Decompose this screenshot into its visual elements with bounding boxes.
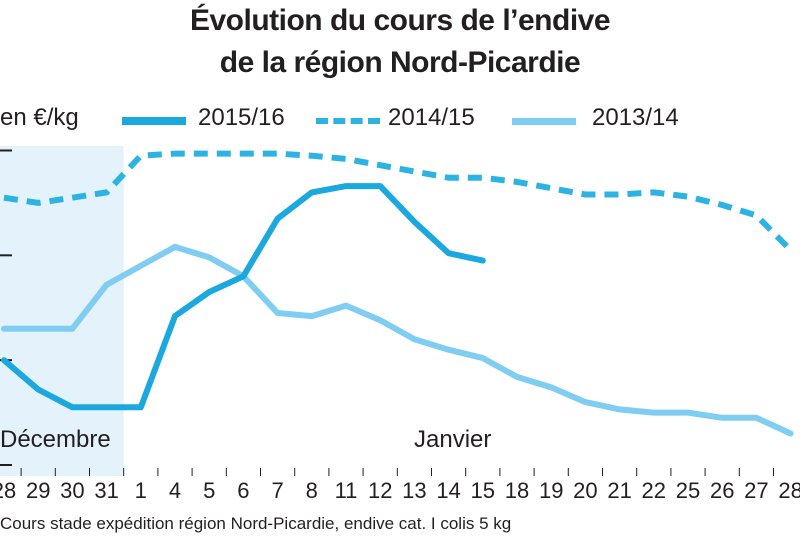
x-tick-label: 21 bbox=[607, 478, 631, 503]
x-tick-label: 7 bbox=[271, 478, 283, 503]
legend-swatch-2013-14 bbox=[512, 118, 576, 125]
x-tick-label: 31 bbox=[94, 478, 118, 503]
legend-label-2014-15: 2014/15 bbox=[388, 104, 475, 131]
x-tick-label: 6 bbox=[237, 478, 249, 503]
x-tick-label: 29 bbox=[26, 478, 50, 503]
x-tick-label: 4 bbox=[169, 478, 181, 503]
x-tick-label: 14 bbox=[436, 478, 460, 503]
month-label-january: Janvier bbox=[414, 426, 492, 453]
x-tick-label: 28 bbox=[778, 478, 800, 503]
x-tick-label: 15 bbox=[471, 478, 495, 503]
x-tick-label: 28 bbox=[0, 478, 16, 503]
x-tick-label: 18 bbox=[505, 478, 529, 503]
x-tick-label: 13 bbox=[402, 478, 426, 503]
legend-label-2013-14: 2013/14 bbox=[592, 104, 679, 131]
chart-footnote: Cours stade expédition région Nord-Picar… bbox=[0, 514, 512, 533]
chart-title: Évolution du cours de l’endive bbox=[189, 4, 611, 37]
x-tick-label: 11 bbox=[335, 478, 358, 503]
x-tick-label: 20 bbox=[573, 478, 597, 503]
x-tick-label: 5 bbox=[203, 478, 215, 503]
x-tick-label: 25 bbox=[676, 478, 700, 503]
x-tick-label: 22 bbox=[642, 478, 666, 503]
legend-label-2015-16: 2015/16 bbox=[198, 104, 285, 131]
x-tick-label: 12 bbox=[368, 478, 392, 503]
chart-subtitle: de la région Nord-Picardie bbox=[219, 46, 581, 79]
series-line-2013-14 bbox=[1, 243, 794, 437]
series-line-2015-16 bbox=[1, 183, 486, 411]
month-label-december: Décembre bbox=[0, 426, 111, 453]
x-tick-label: 8 bbox=[306, 478, 318, 503]
x-tick-label: 1 bbox=[135, 478, 147, 503]
x-tick-label: 27 bbox=[744, 478, 768, 503]
legend-swatch-2015-16 bbox=[122, 117, 186, 125]
x-tick-label: 19 bbox=[539, 478, 563, 503]
x-tick-label: 26 bbox=[710, 478, 734, 503]
y-axis-unit-label: en €/kg bbox=[0, 104, 79, 131]
legend-swatch-2014-15 bbox=[316, 118, 380, 124]
chart-plot-area: 2829303114567811121314151819202122252627… bbox=[0, 146, 800, 503]
x-tick-label: 30 bbox=[60, 478, 84, 503]
series-line-2014-15 bbox=[3, 150, 793, 253]
